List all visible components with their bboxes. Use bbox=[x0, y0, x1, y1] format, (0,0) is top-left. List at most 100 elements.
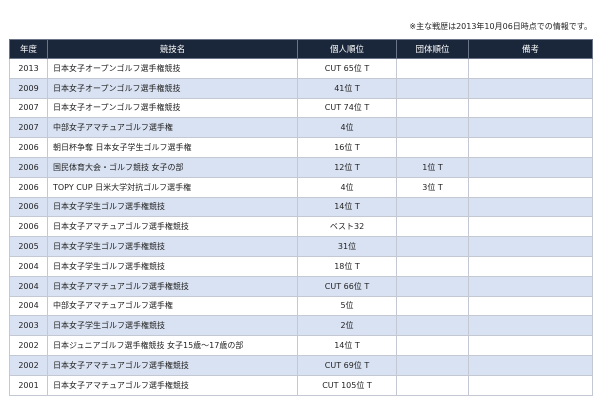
table-row: 2006 TOPY CUP 日米大学対抗ゴルフ選手権 4位 3位 T bbox=[9, 176, 593, 198]
table-row: 2002 日本ジュニアゴルフ選手権競技 女子15歳～17歳の部 14位 T bbox=[9, 335, 593, 356]
cell-team-rank bbox=[396, 374, 469, 396]
cell-year: 2007 bbox=[9, 117, 48, 139]
cell-competition: 日本女子オープンゴルフ選手権競技 bbox=[47, 77, 298, 99]
cell-team-rank bbox=[396, 196, 469, 218]
header-individual-rank: 個人順位 bbox=[297, 39, 397, 59]
cell-year: 2006 bbox=[9, 196, 48, 218]
header-remarks: 備考 bbox=[468, 39, 593, 59]
cell-competition: 日本女子オープンゴルフ選手権競技 bbox=[47, 58, 298, 79]
table-row: 2007 日本女子オープンゴルフ選手権競技 CUT 74位 T bbox=[9, 97, 593, 119]
cell-competition: 中部女子アマチュアゴルフ選手権 bbox=[47, 117, 298, 139]
table-row: 2004 日本女子学生ゴルフ選手権競技 18位 T bbox=[9, 255, 593, 277]
cell-remarks bbox=[468, 117, 593, 139]
cell-competition: 日本女子アマチュアゴルフ選手権競技 bbox=[47, 374, 298, 396]
cell-year: 2004 bbox=[9, 255, 48, 277]
cell-year: 2004 bbox=[9, 295, 48, 317]
header-team-rank: 団体順位 bbox=[396, 39, 469, 59]
cell-year: 2005 bbox=[9, 236, 48, 257]
cell-individual-rank: CUT 65位 T bbox=[297, 58, 397, 79]
cell-competition: 日本女子学生ゴルフ選手権競技 bbox=[47, 236, 298, 257]
table-row: 2009 日本女子オープンゴルフ選手権競技 41位 T bbox=[9, 77, 593, 99]
cell-year: 2006 bbox=[9, 176, 48, 198]
cell-year: 2006 bbox=[9, 137, 48, 158]
cell-year: 2006 bbox=[9, 156, 48, 178]
cell-remarks bbox=[468, 236, 593, 257]
cell-competition: 日本女子アマチュアゴルフ選手権競技 bbox=[47, 216, 298, 238]
table-row: 2007 中部女子アマチュアゴルフ選手権 4位 bbox=[9, 117, 593, 139]
cell-individual-rank: 5位 bbox=[297, 295, 397, 317]
cell-team-rank bbox=[396, 216, 469, 238]
table-header-row: 年度 競技名 個人順位 団体順位 備考 bbox=[9, 39, 593, 59]
table-body: 2013 日本女子オープンゴルフ選手権競技 CUT 65位 T 2009 日本女… bbox=[9, 58, 593, 396]
cell-remarks bbox=[468, 216, 593, 238]
cell-individual-rank: 12位 T bbox=[297, 156, 397, 178]
table-row: 2006 日本女子アマチュアゴルフ選手権競技 ベスト32 bbox=[9, 216, 593, 238]
cell-individual-rank: 14位 T bbox=[297, 335, 397, 356]
cell-individual-rank: 18位 T bbox=[297, 255, 397, 277]
cell-competition: 朝日杯争奪 日本女子学生ゴルフ選手権 bbox=[47, 137, 298, 158]
cell-team-rank bbox=[396, 137, 469, 158]
cell-remarks bbox=[468, 374, 593, 396]
table-row: 2006 日本女子学生ゴルフ選手権競技 14位 T bbox=[9, 196, 593, 218]
cell-year: 2004 bbox=[9, 275, 48, 297]
cell-competition: 日本女子学生ゴルフ選手権競技 bbox=[47, 255, 298, 277]
cell-remarks bbox=[468, 315, 593, 337]
table-row: 2001 日本女子アマチュアゴルフ選手権競技 CUT 105位 T bbox=[9, 374, 593, 396]
cell-team-rank bbox=[396, 275, 469, 297]
cell-remarks bbox=[468, 137, 593, 158]
cell-year: 2009 bbox=[9, 77, 48, 99]
cell-remarks bbox=[468, 58, 593, 79]
cell-competition: 国民体育大会・ゴルフ競技 女子の部 bbox=[47, 156, 298, 178]
record-date-note: ※主な戦歴は2013年10月06日時点での情報です。 bbox=[409, 22, 592, 31]
table-row: 2005 日本女子学生ゴルフ選手権競技 31位 bbox=[9, 236, 593, 257]
table-row: 2006 国民体育大会・ゴルフ競技 女子の部 12位 T 1位 T bbox=[9, 156, 593, 178]
cell-year: 2006 bbox=[9, 216, 48, 238]
cell-remarks bbox=[468, 255, 593, 277]
cell-year: 2013 bbox=[9, 58, 48, 79]
cell-remarks bbox=[468, 295, 593, 317]
cell-competition: 日本女子アマチュアゴルフ選手権競技 bbox=[47, 275, 298, 297]
cell-competition: TOPY CUP 日米大学対抗ゴルフ選手権 bbox=[47, 176, 298, 198]
cell-individual-rank: CUT 74位 T bbox=[297, 97, 397, 119]
header-competition: 競技名 bbox=[47, 39, 298, 59]
cell-team-rank: 1位 T bbox=[396, 156, 469, 178]
cell-team-rank: 3位 T bbox=[396, 176, 469, 198]
cell-individual-rank: CUT 66位 T bbox=[297, 275, 397, 297]
cell-remarks bbox=[468, 77, 593, 99]
cell-individual-rank: 16位 T bbox=[297, 137, 397, 158]
table-row: 2003 日本女子学生ゴルフ選手権競技 2位 bbox=[9, 315, 593, 337]
table-row: 2006 朝日杯争奪 日本女子学生ゴルフ選手権 16位 T bbox=[9, 137, 593, 158]
cell-competition: 日本女子アマチュアゴルフ選手権競技 bbox=[47, 354, 298, 376]
cell-team-rank bbox=[396, 77, 469, 99]
cell-individual-rank: CUT 105位 T bbox=[297, 374, 397, 396]
cell-team-rank bbox=[396, 354, 469, 376]
cell-team-rank bbox=[396, 236, 469, 257]
cell-remarks bbox=[468, 176, 593, 198]
cell-team-rank bbox=[396, 335, 469, 356]
cell-year: 2002 bbox=[9, 354, 48, 376]
cell-competition: 中部女子アマチュアゴルフ選手権 bbox=[47, 295, 298, 317]
cell-competition: 日本女子オープンゴルフ選手権競技 bbox=[47, 97, 298, 119]
cell-individual-rank: 14位 T bbox=[297, 196, 397, 218]
cell-individual-rank: ベスト32 bbox=[297, 216, 397, 238]
cell-remarks bbox=[468, 354, 593, 376]
cell-team-rank bbox=[396, 295, 469, 317]
header-year: 年度 bbox=[9, 39, 48, 59]
cell-individual-rank: CUT 69位 T bbox=[297, 354, 397, 376]
cell-individual-rank: 41位 T bbox=[297, 77, 397, 99]
cell-remarks bbox=[468, 335, 593, 356]
cell-remarks bbox=[468, 97, 593, 119]
table-row: 2013 日本女子オープンゴルフ選手権競技 CUT 65位 T bbox=[9, 58, 593, 79]
cell-remarks bbox=[468, 196, 593, 218]
competition-history-table: 年度 競技名 個人順位 団体順位 備考 2013 日本女子オープンゴルフ選手権競… bbox=[9, 39, 593, 396]
cell-individual-rank: 4位 bbox=[297, 176, 397, 198]
cell-team-rank bbox=[396, 97, 469, 119]
cell-remarks bbox=[468, 275, 593, 297]
cell-competition: 日本女子学生ゴルフ選手権競技 bbox=[47, 196, 298, 218]
cell-year: 2007 bbox=[9, 97, 48, 119]
table-row: 2004 中部女子アマチュアゴルフ選手権 5位 bbox=[9, 295, 593, 317]
cell-team-rank bbox=[396, 58, 469, 79]
cell-individual-rank: 31位 bbox=[297, 236, 397, 257]
table-row: 2002 日本女子アマチュアゴルフ選手権競技 CUT 69位 T bbox=[9, 354, 593, 376]
cell-individual-rank: 2位 bbox=[297, 315, 397, 337]
